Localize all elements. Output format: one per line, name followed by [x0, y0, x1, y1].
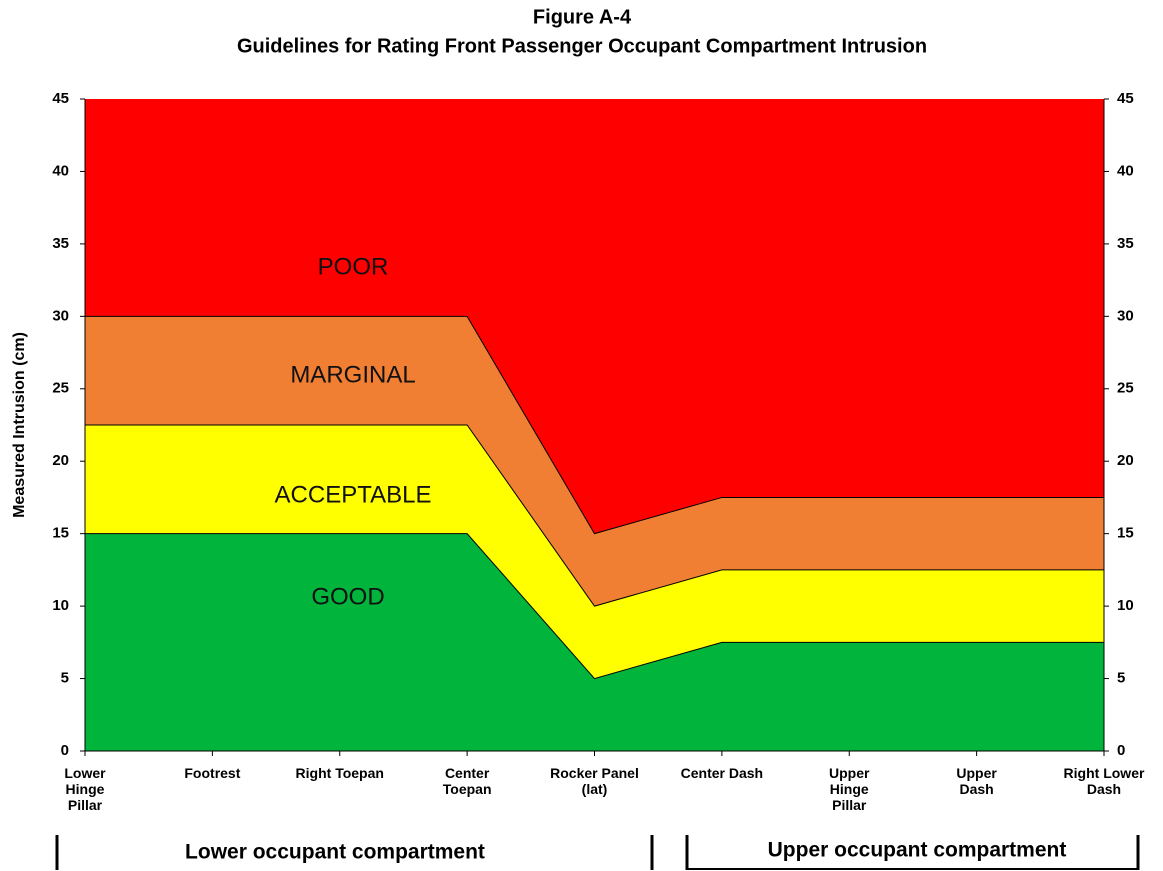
group-label: Lower occupant compartment [185, 841, 485, 864]
y-axis-label: Measured Intrusion (cm) [11, 332, 28, 518]
y2-tick-label: 5 [1117, 670, 1125, 687]
x-tick-label: Rocker Panel (lat) [550, 765, 639, 797]
x-tick-label: Upper Hinge Pillar [829, 765, 870, 813]
band-label: GOOD [311, 583, 384, 610]
x-tick-label: Center Toepan [442, 765, 492, 797]
y2-tick-label: 45 [1117, 90, 1134, 107]
area [85, 99, 1104, 534]
y2-tick-label: 35 [1117, 235, 1134, 252]
band-label: ACCEPTABLE [275, 481, 432, 508]
y-tick-label: 5 [61, 670, 69, 687]
y2-tick-label: 0 [1117, 742, 1125, 759]
band-label: POOR [318, 253, 389, 280]
y-tick-label: 0 [61, 742, 69, 759]
y2-tick-label: 10 [1117, 597, 1134, 614]
y-tick-label: 45 [52, 90, 69, 107]
y2-tick-label: 25 [1117, 380, 1134, 397]
x-tick-label: Center Dash [680, 765, 764, 781]
x-tick-label: Upper Dash [956, 765, 997, 797]
group-label: Upper occupant compartment [768, 839, 1067, 862]
y-tick-label: 10 [52, 597, 69, 614]
area [85, 316, 1104, 607]
y2-tick-label: 15 [1117, 525, 1134, 542]
band-boundary [85, 533, 1104, 680]
y-tick-label: 20 [52, 452, 69, 469]
area [85, 425, 1104, 679]
band-boundary [85, 424, 1104, 607]
x-tick-label: Lower Hinge Pillar [64, 765, 106, 813]
x-tick-label: Footrest [184, 765, 241, 781]
y-tick-label: 40 [52, 162, 69, 179]
band-boundary [85, 315, 1104, 535]
y-tick-label: 30 [52, 307, 69, 324]
y-tick-label: 15 [52, 525, 69, 542]
chart-subtitle: Guidelines for Rating Front Passenger Oc… [237, 35, 927, 57]
y2-tick-label: 30 [1117, 307, 1134, 324]
area [85, 533, 1104, 751]
y-tick-label: 35 [52, 235, 69, 252]
x-tick-label: Right Lower Dash [1063, 765, 1145, 797]
y2-tick-label: 40 [1117, 162, 1134, 179]
chart-title: Figure A-4 [533, 6, 632, 28]
x-tick-label: Right Toepan [295, 765, 384, 781]
y-tick-label: 25 [52, 380, 69, 397]
band-label: MARGINAL [290, 361, 415, 388]
y2-tick-label: 20 [1117, 452, 1134, 469]
